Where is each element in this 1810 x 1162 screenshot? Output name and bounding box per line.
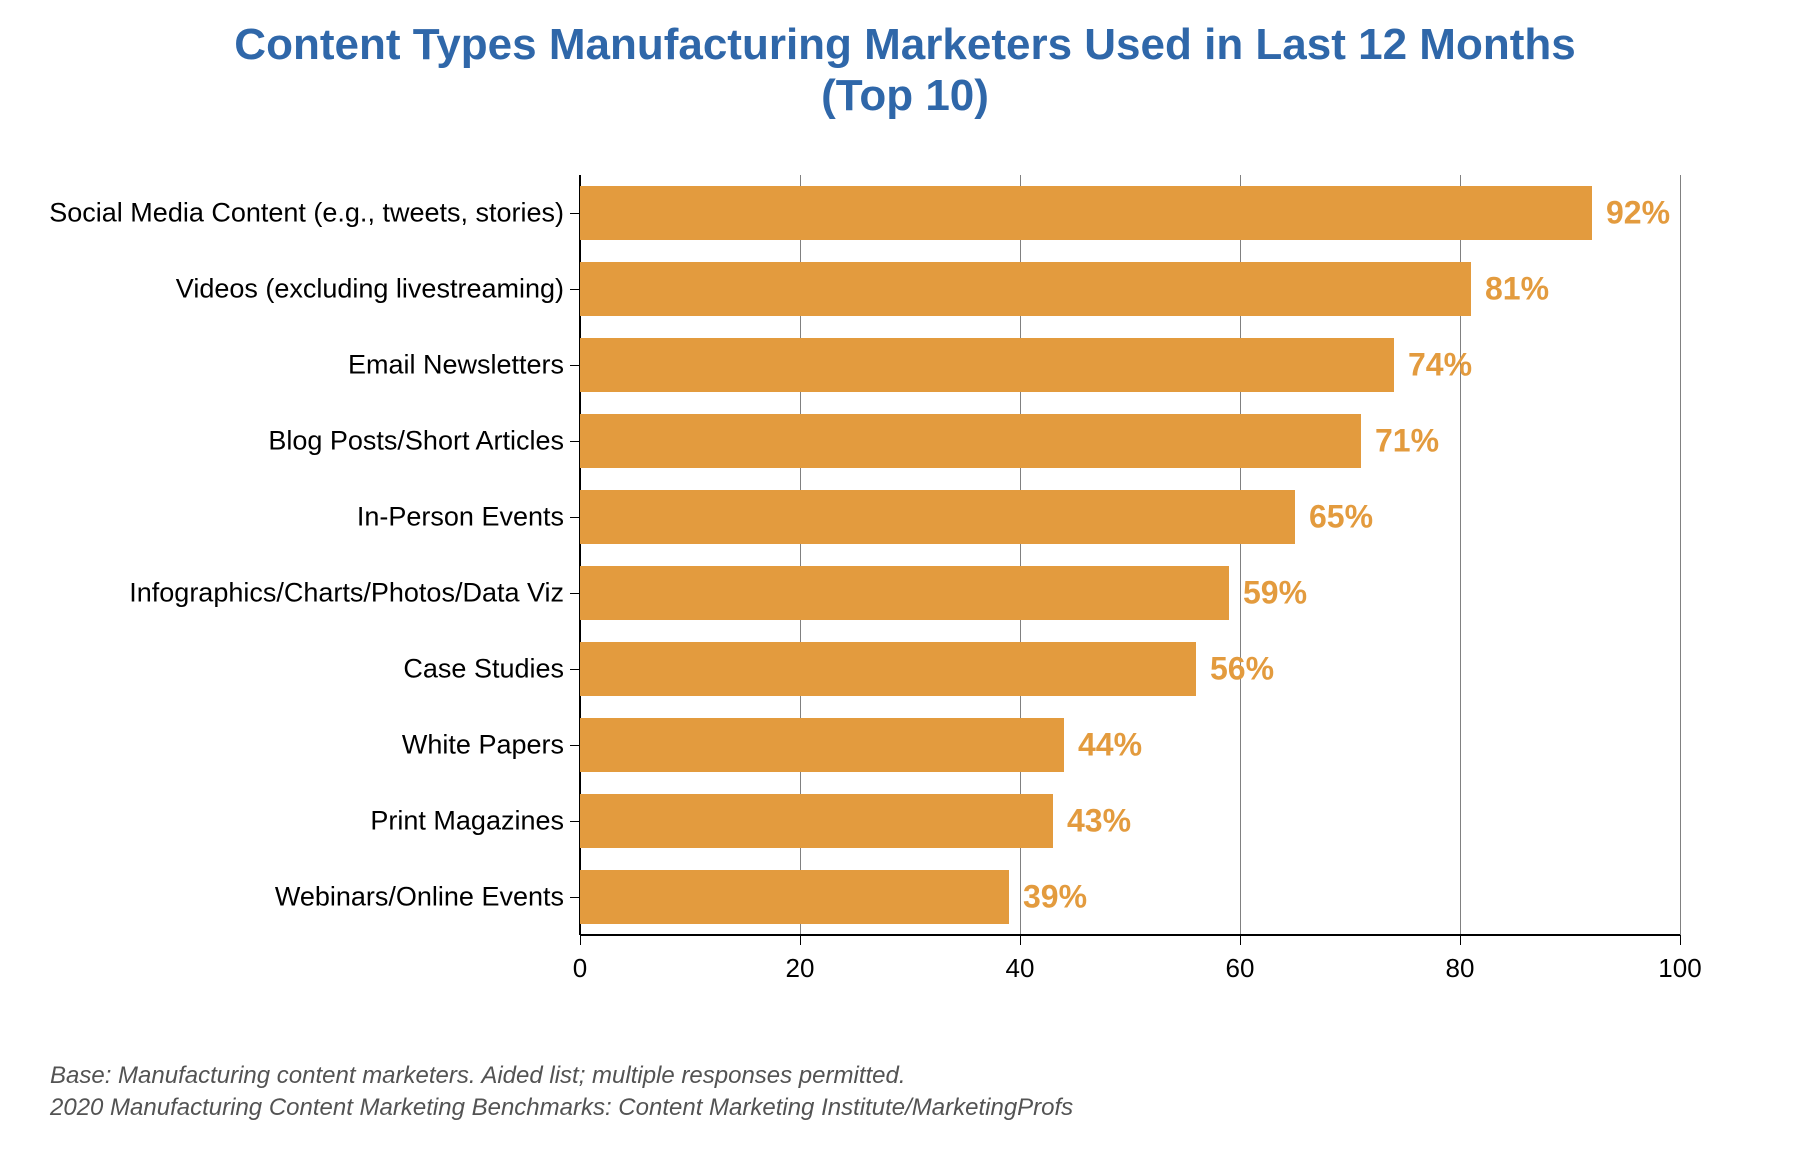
bar-row: 56%	[580, 642, 1680, 695]
x-tick-label: 40	[1006, 935, 1035, 984]
bar-row: 71%	[580, 414, 1680, 467]
x-axis-line	[580, 934, 1680, 936]
bar-value-label: 44%	[1078, 726, 1142, 763]
bar-value-label: 71%	[1375, 422, 1439, 459]
bar-value-label: 59%	[1243, 574, 1307, 611]
y-category-label: White Papers	[402, 730, 580, 761]
y-category-label: In-Person Events	[357, 502, 580, 533]
x-tick-label: 60	[1226, 935, 1255, 984]
bar	[580, 262, 1471, 315]
bar-row: 39%	[580, 870, 1680, 923]
bar-row: 59%	[580, 566, 1680, 619]
bar-value-label: 56%	[1210, 650, 1274, 687]
bar-row: 43%	[580, 794, 1680, 847]
bar-row: 44%	[580, 718, 1680, 771]
bar	[580, 794, 1053, 847]
bar	[580, 186, 1592, 239]
chart-area: 020406080100Social Media Content (e.g., …	[580, 175, 1680, 935]
bar-value-label: 81%	[1485, 270, 1549, 307]
footer-line2: 2020 Manufacturing Content Marketing Ben…	[50, 1092, 1073, 1124]
bar-value-label: 39%	[1023, 878, 1087, 915]
chart-title: Content Types Manufacturing Marketers Us…	[0, 0, 1810, 121]
chart-footer: Base: Manufacturing content marketers. A…	[50, 1060, 1073, 1125]
bar-row: 92%	[580, 186, 1680, 239]
bar	[580, 414, 1361, 467]
bar-row: 74%	[580, 338, 1680, 391]
x-tick-label: 20	[786, 935, 815, 984]
page: Content Types Manufacturing Marketers Us…	[0, 0, 1810, 1162]
bar-value-label: 65%	[1309, 498, 1373, 535]
chart-title-line1: Content Types Manufacturing Marketers Us…	[234, 20, 1575, 69]
bar-value-label: 74%	[1408, 346, 1472, 383]
y-category-label: Print Magazines	[370, 806, 580, 837]
bar	[580, 338, 1394, 391]
bar	[580, 490, 1295, 543]
bar	[580, 718, 1064, 771]
x-tick-label: 0	[573, 935, 587, 984]
x-tick-label: 80	[1446, 935, 1475, 984]
y-category-label: Social Media Content (e.g., tweets, stor…	[49, 198, 580, 229]
plot-region: 020406080100Social Media Content (e.g., …	[580, 175, 1680, 935]
x-tick-label: 100	[1658, 935, 1701, 984]
bar-value-label: 92%	[1606, 194, 1670, 231]
y-category-label: Infographics/Charts/Photos/Data Viz	[129, 578, 580, 609]
chart-title-line2: (Top 10)	[821, 71, 989, 120]
y-category-label: Webinars/Online Events	[275, 882, 580, 913]
y-category-label: Blog Posts/Short Articles	[268, 426, 580, 457]
bar	[580, 642, 1196, 695]
bar-value-label: 43%	[1067, 802, 1131, 839]
bar-row: 81%	[580, 262, 1680, 315]
bar	[580, 870, 1009, 923]
y-category-label: Email Newsletters	[348, 350, 580, 381]
bar	[580, 566, 1229, 619]
y-category-label: Videos (excluding livestreaming)	[176, 274, 580, 305]
y-category-label: Case Studies	[403, 654, 580, 685]
footer-line1: Base: Manufacturing content marketers. A…	[50, 1060, 1073, 1092]
bar-row: 65%	[580, 490, 1680, 543]
